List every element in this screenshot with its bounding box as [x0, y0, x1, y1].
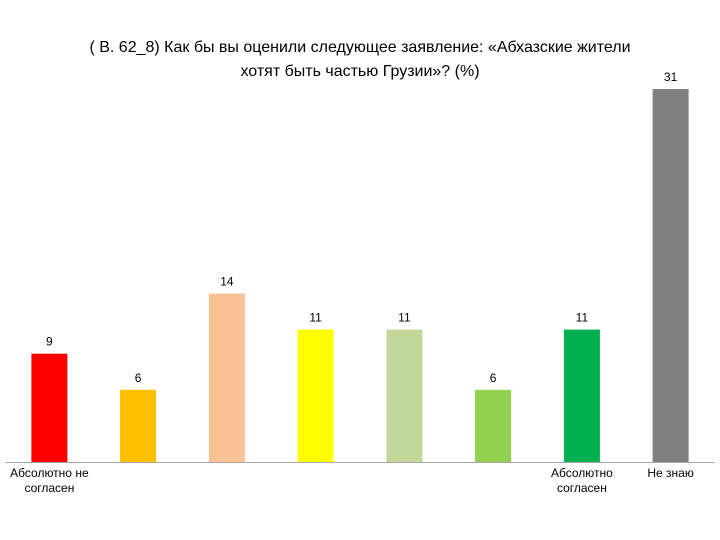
data-label-1: 6: [135, 371, 142, 385]
category-label-0-line-1: согласен: [24, 481, 74, 495]
data-label-3: 11: [309, 311, 322, 325]
data-label-0: 9: [46, 335, 53, 349]
data-label-2: 14: [220, 275, 234, 289]
data-label-7: 31: [664, 70, 678, 84]
data-label-6: 11: [576, 311, 589, 325]
bar-2: [208, 293, 245, 462]
category-label-7-line-0: Не знаю: [647, 466, 693, 480]
category-label-0-line-0: Абсолютно не: [10, 466, 89, 480]
chart-title: ( В. 62_8) Как бы вы оценили следующее з…: [20, 36, 700, 84]
bar-4: [386, 329, 423, 462]
category-label-6-line-0: Абсолютно: [551, 466, 613, 480]
data-label-5: 6: [490, 371, 497, 385]
bar-6: [563, 329, 600, 462]
category-label-6-line-1: согласен: [557, 481, 607, 495]
chart-title-line-1: ( В. 62_8) Как бы вы оценили следующее з…: [89, 39, 631, 56]
bar-3: [297, 329, 334, 462]
bar-1: [120, 389, 157, 462]
chart-title-line-2: хотят быть частью Грузии»? (%): [240, 63, 480, 80]
bar-0: [31, 353, 68, 462]
bar-7: [652, 89, 689, 462]
data-label-4: 11: [398, 311, 411, 325]
bar-5: [475, 389, 512, 462]
